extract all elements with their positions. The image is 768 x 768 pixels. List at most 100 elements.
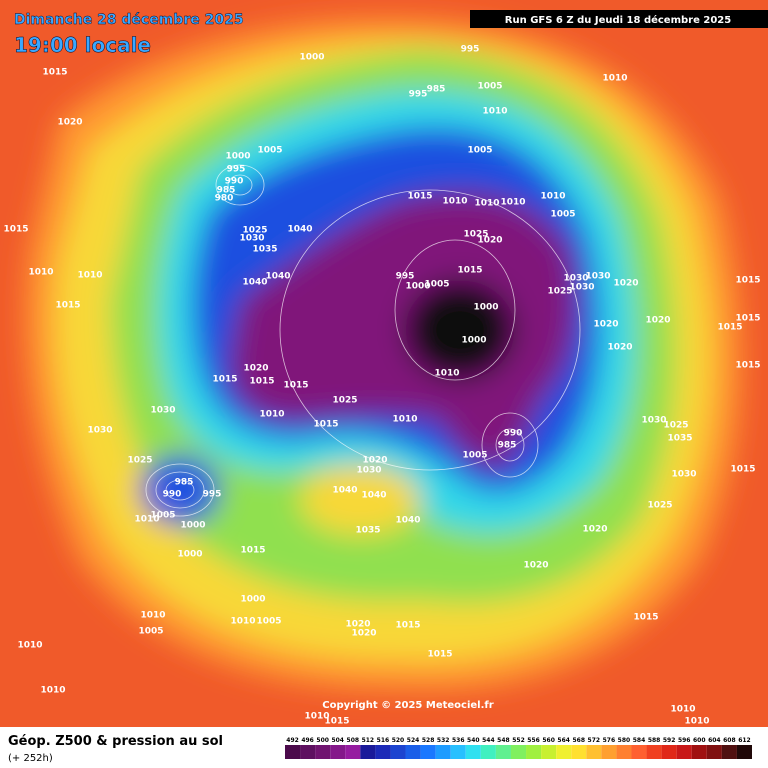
pressure-label: 1015	[3, 225, 28, 235]
pressure-label: 1015	[240, 546, 265, 556]
pressure-label: 1010	[28, 268, 53, 278]
pressure-label: 1015	[407, 192, 432, 202]
pressure-label: 1010	[434, 369, 459, 379]
pressure-label: 985	[175, 478, 194, 488]
pressure-label: 1015	[735, 314, 760, 324]
pressure-label: 1040	[287, 225, 312, 235]
pressure-label: 1010	[500, 198, 525, 208]
legend-label: 604	[708, 737, 721, 744]
pressure-label: 1020	[477, 236, 502, 246]
legend-label: 520	[392, 737, 405, 744]
legend-label: 540	[467, 737, 480, 744]
legend-label: 588	[648, 737, 661, 744]
pressure-label: 1015	[457, 266, 482, 276]
pressure-label: 1030	[585, 272, 610, 282]
pressure-label: 1005	[467, 146, 492, 156]
legend-label: 564	[557, 737, 570, 744]
pressure-label: 1010	[540, 192, 565, 202]
pressure-label: 1010	[392, 415, 417, 425]
legend-swatch	[691, 745, 707, 759]
pressure-label: 1040	[395, 516, 420, 526]
pressure-label: 1010	[230, 617, 255, 627]
pressure-label: 1010	[259, 410, 284, 420]
pressure-label: 1005	[462, 451, 487, 461]
legend-swatch	[586, 745, 602, 759]
legend-label: 568	[572, 737, 585, 744]
pressure-label: 1030	[569, 283, 594, 293]
pressure-label: 985	[498, 441, 517, 451]
pressure-label: 1020	[607, 343, 632, 353]
pressure-label: 1020	[345, 620, 370, 630]
legend-swatch	[676, 745, 692, 759]
legend-label: 532	[437, 737, 450, 744]
pressure-label: 1015	[42, 68, 67, 78]
pressure-label: 1015	[249, 377, 274, 387]
legend-swatch	[360, 745, 376, 759]
legend-label: 580	[618, 737, 631, 744]
legend-label: 500	[316, 737, 329, 744]
pressure-label: 985	[217, 186, 236, 196]
pressure-label: 1025	[332, 396, 357, 406]
pressure-label: 1005	[424, 280, 449, 290]
legend-swatch	[285, 745, 301, 759]
pressure-label: 1015	[324, 717, 349, 727]
legend-swatch	[616, 745, 632, 759]
pressure-label: 1020	[351, 629, 376, 639]
pressure-label: 1000	[240, 595, 265, 605]
pressure-label: 1020	[523, 561, 548, 571]
pressure-label: 1040	[265, 272, 290, 282]
legend: 492 496 500 504 508 512 516 520 524 528 532 536 540 5…	[285, 737, 752, 759]
legend-label: 516	[377, 737, 390, 744]
pressure-label: 1010	[684, 717, 709, 727]
copyright: Copyright © 2025 Meteociel.fr	[322, 700, 493, 711]
legend-label: 536	[452, 737, 465, 744]
pressure-label: 1020	[362, 456, 387, 466]
pressure-label: 1000	[405, 282, 430, 292]
pressure-label: 1000	[177, 550, 202, 560]
legend-swatch	[721, 745, 737, 759]
legend-swatch	[571, 745, 587, 759]
pressure-label: 1010	[134, 515, 159, 525]
pressure-label: 1020	[243, 364, 268, 374]
legend-label: 524	[407, 737, 420, 744]
legend-swatch	[405, 745, 421, 759]
pressure-label: 1035	[355, 526, 380, 536]
legend-swatch	[300, 745, 316, 759]
legend-swatch	[315, 745, 331, 759]
pressure-label: 995	[409, 90, 428, 100]
legend-label: 548	[497, 737, 510, 744]
pressure-label: 995	[203, 490, 222, 500]
pressure-label: 1040	[242, 278, 267, 288]
legend-swatch	[330, 745, 346, 759]
legend-swatch	[495, 745, 511, 759]
pressure-label: 1020	[57, 118, 82, 128]
run-info: Run GFS 6 Z du Jeudi 18 décembre 2025	[505, 14, 731, 26]
pressure-label: 1030	[150, 406, 175, 416]
pressure-label: 1005	[477, 82, 502, 92]
pressure-label: 1010	[304, 712, 329, 722]
pressure-label: 1015	[55, 301, 80, 311]
legend-swatch	[450, 745, 466, 759]
legend-label: 584	[633, 737, 646, 744]
pressure-label: 1030	[671, 470, 696, 480]
pressure-label: 1025	[463, 230, 488, 240]
pressure-label: 1005	[138, 627, 163, 637]
footer-title: Géop. Z500 & pression au sol	[8, 734, 223, 749]
legend-swatch	[646, 745, 662, 759]
legend-label: 492	[286, 737, 299, 744]
pressure-label: 980	[215, 194, 234, 204]
legend-swatch	[420, 745, 436, 759]
pressure-label: 1010	[670, 705, 695, 715]
legend-label: 512	[362, 737, 375, 744]
pressure-label: 995	[227, 165, 246, 175]
pressure-label: 1030	[87, 426, 112, 436]
legend-swatch	[541, 745, 557, 759]
date: Dimanche 28 décembre 2025	[14, 12, 244, 28]
run-box	[470, 10, 768, 28]
legend-label: 496	[301, 737, 314, 744]
legend-swatch	[601, 745, 617, 759]
pressure-label: 1020	[593, 320, 618, 330]
pressure-label: 1005	[550, 210, 575, 220]
pressure-label: 1025	[663, 421, 688, 431]
